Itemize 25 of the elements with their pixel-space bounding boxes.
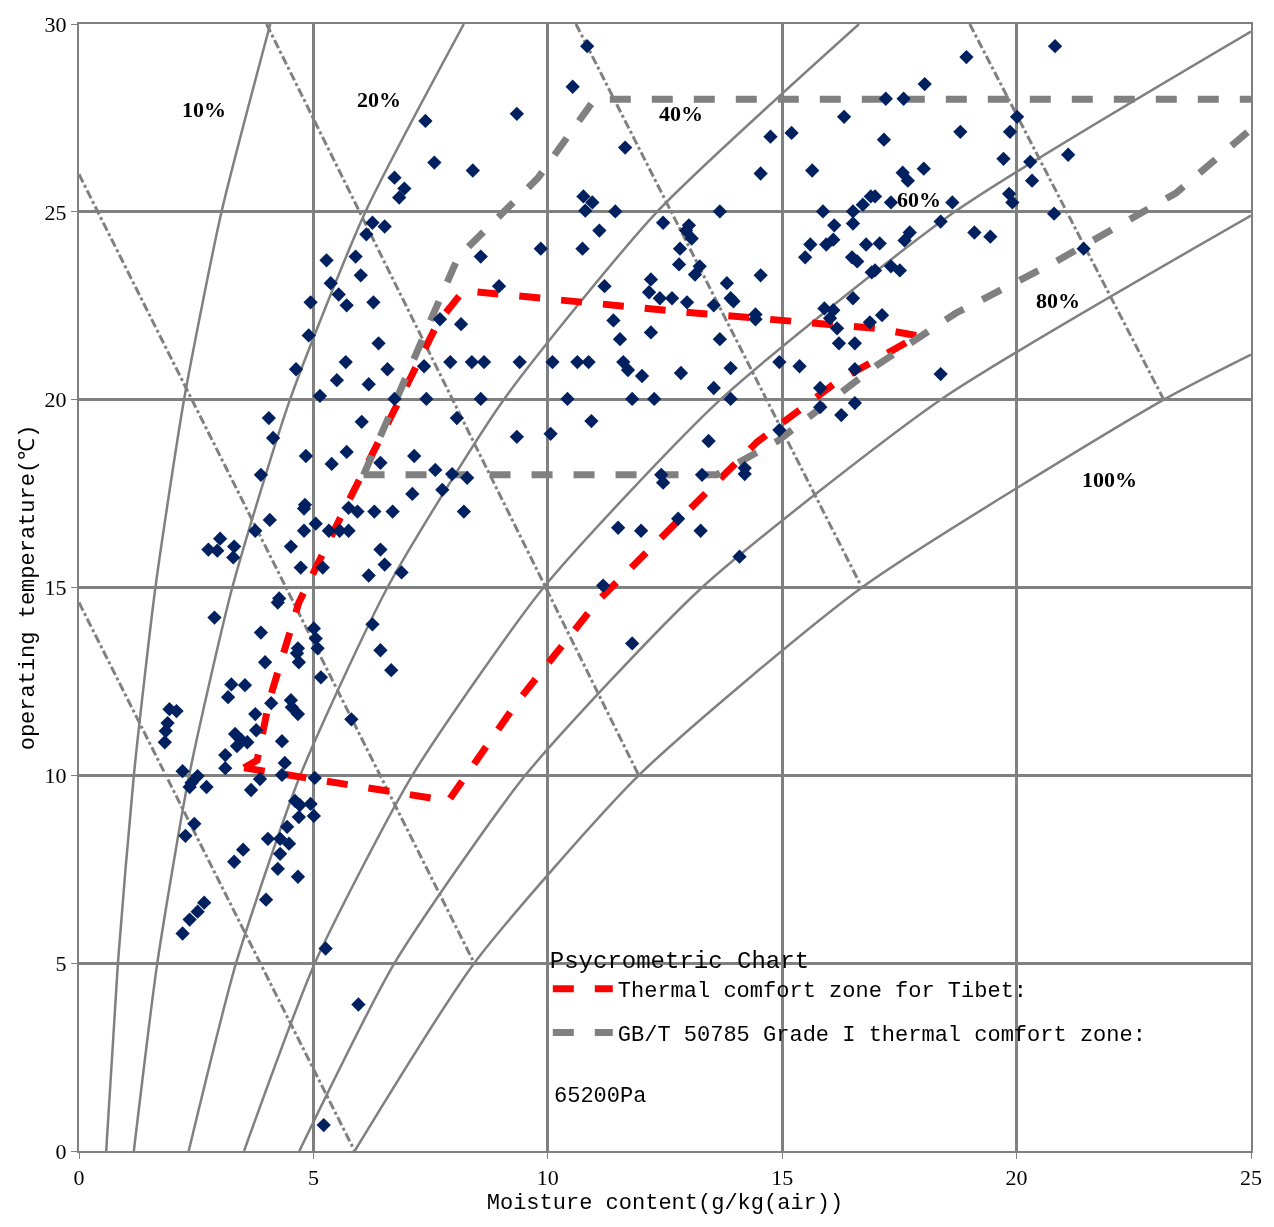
x-axis-title: Moisture content(g/kg(air)) [486, 1190, 844, 1216]
x-tick-label: 20 [1005, 1165, 1028, 1191]
y-tick-label: 5 [55, 950, 67, 976]
y-tick-label: 30 [44, 11, 67, 37]
x-tick-label: 0 [73, 1165, 85, 1191]
y-tick-label: 25 [44, 199, 67, 225]
legend-label: Thermal comfort zone for Tibet: [617, 979, 1028, 1005]
annotation: 10% [182, 97, 226, 122]
x-tick-label: 15 [771, 1165, 794, 1191]
annotation: 20% [357, 87, 401, 112]
annotation: 65200Pa [554, 1084, 647, 1109]
y-tick-label: 15 [44, 575, 67, 601]
x-tick-label: 5 [307, 1165, 319, 1191]
annotation: 60% [897, 187, 941, 212]
x-tick-label: 10 [536, 1165, 559, 1191]
y-tick-label: 20 [44, 387, 67, 413]
legend-title: Psycrometric Chart [549, 948, 810, 976]
x-tick-label: 25 [1240, 1165, 1262, 1191]
y-axis-title: operating temperature(℃) [15, 424, 41, 751]
legend-label: GB/T 50785 Grade I thermal comfort zone: [617, 1023, 1146, 1049]
annotation: 40% [659, 101, 703, 126]
annotation: 100% [1082, 467, 1137, 492]
y-tick-label: 0 [55, 1138, 67, 1164]
y-tick-label: 10 [44, 763, 67, 789]
annotation: 80% [1036, 288, 1080, 313]
